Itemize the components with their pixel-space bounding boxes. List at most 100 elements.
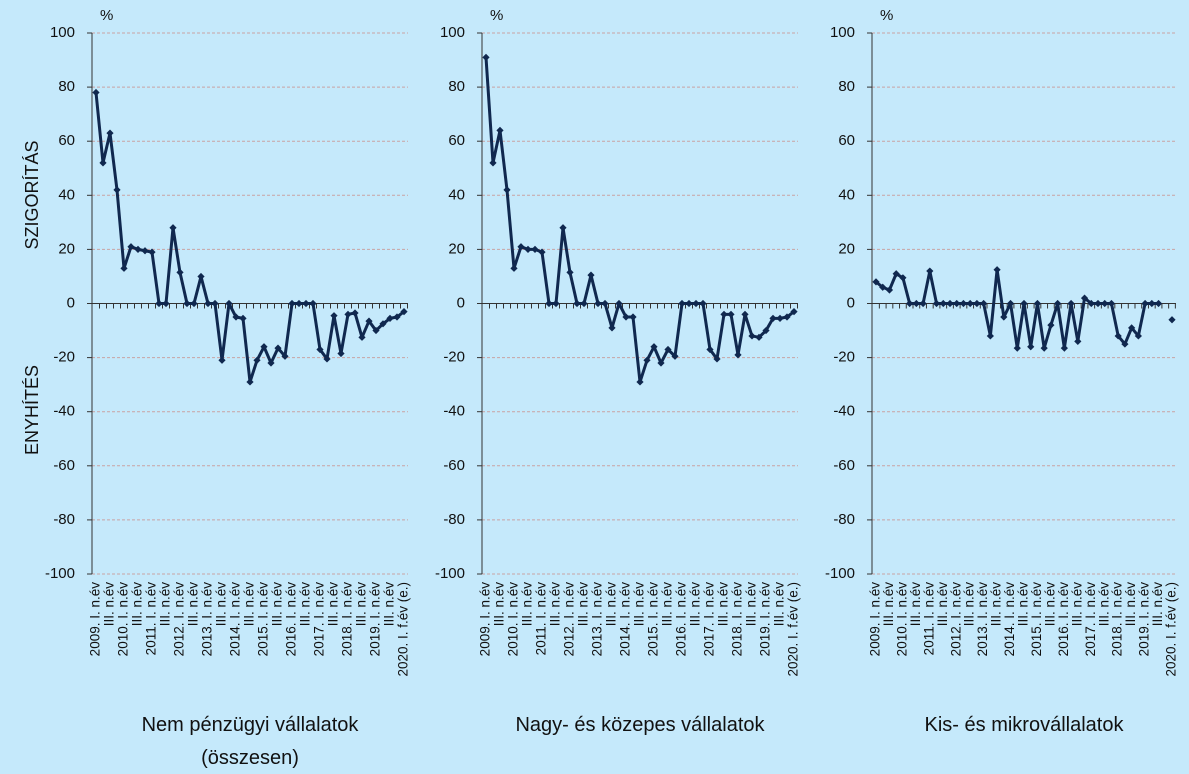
x-tick-label: III. n.év	[908, 582, 923, 627]
data-point	[274, 344, 282, 352]
data-point	[643, 356, 651, 364]
data-point	[959, 299, 968, 308]
data-point	[1054, 299, 1062, 308]
x-tick-label: 2013. I. n.év	[200, 582, 215, 657]
data-point	[1067, 299, 1075, 308]
data-point	[706, 345, 714, 354]
data-point	[1094, 299, 1102, 308]
x-tick-label: III. n.év	[270, 582, 285, 627]
y-tick-label: 0	[847, 294, 855, 311]
x-tick-label: III. n.év	[716, 582, 731, 627]
y-tick-label: -60	[53, 457, 75, 474]
data-point	[113, 186, 121, 194]
x-tick-label: 2013. I. n.év	[975, 582, 990, 657]
x-tick-label: 2020. I. f.év (e.)	[396, 582, 411, 677]
data-line	[94, 92, 405, 384]
data-point	[337, 349, 345, 358]
y-tick-label: 60	[838, 132, 855, 149]
data-point	[1060, 344, 1068, 352]
data-point	[580, 299, 588, 308]
data-point	[309, 299, 317, 308]
x-tick-label: 2015. I. n.év	[256, 582, 271, 657]
data-point	[552, 299, 560, 308]
x-tick-label: 2010. I. n.év	[506, 582, 521, 657]
data-point	[239, 314, 247, 322]
x-tick-label: III. n.év	[242, 582, 257, 627]
data-point	[127, 243, 135, 251]
y-label: SZIGORÍTÁS	[22, 140, 42, 249]
data-point	[1134, 332, 1142, 340]
data-point	[510, 264, 518, 272]
data-point	[148, 248, 156, 256]
data-point	[253, 356, 261, 364]
x-tick-label: 2010. I. n.év	[116, 582, 131, 657]
data-point	[650, 343, 658, 351]
data-point	[1168, 316, 1176, 324]
data-line	[484, 57, 795, 384]
data-point	[769, 314, 777, 322]
data-point	[671, 352, 679, 360]
data-point	[393, 313, 401, 321]
data-point	[1087, 299, 1095, 308]
data-point	[1040, 344, 1048, 352]
data-point	[386, 314, 394, 322]
x-tick-label: III. n.év	[881, 582, 896, 627]
data-point	[699, 299, 707, 308]
data-point	[379, 320, 387, 328]
x-tick-label: 2014. I. n.év	[228, 582, 243, 657]
y-tick-label: 20	[838, 240, 855, 257]
data-point	[980, 299, 988, 308]
data-point	[601, 299, 609, 308]
x-tick-label: 2009. I. n.év	[868, 582, 883, 657]
data-point	[524, 245, 532, 253]
data-point	[281, 352, 289, 360]
data-point	[622, 313, 630, 321]
x-tick-label: III. n.év	[214, 582, 229, 627]
data-point	[204, 299, 212, 308]
y-tick-label: 100	[830, 24, 855, 41]
data-point	[365, 317, 373, 325]
data-point	[372, 326, 380, 335]
data-point	[1020, 299, 1028, 308]
data-point	[741, 310, 749, 318]
x-tick-label: III. n.év	[492, 582, 507, 627]
x-tick-label: 2012. I. n.év	[948, 582, 963, 657]
x-tick-label: III. n.év	[548, 582, 563, 627]
data-point	[615, 299, 623, 308]
x-tick-label: III. n.év	[1042, 582, 1057, 627]
y-tick-label: -40	[833, 403, 855, 420]
chart-title: Kis- és mikrovállalatok	[924, 714, 1124, 736]
x-tick-label: III. n.év	[962, 582, 977, 627]
x-tick-label: 2016. I. n.év	[284, 582, 299, 657]
x-tick-label: 2009. I. n.év	[88, 582, 103, 657]
data-point	[99, 159, 107, 167]
data-point	[538, 248, 546, 256]
y-tick-label: 40	[58, 186, 75, 203]
x-tick-label: 2011. I. n.év	[921, 582, 936, 656]
y-tick-label: 20	[448, 240, 465, 257]
data-point	[566, 268, 574, 276]
x-tick-label: 2017. I. n.év	[1083, 582, 1098, 657]
x-tick-label: III. n.év	[158, 582, 173, 627]
y-tick-label: 100	[440, 24, 465, 41]
data-point	[531, 245, 539, 253]
chart-title: Nagy- és közepes vállalatok	[515, 714, 765, 736]
x-tick-label: III. n.év	[632, 582, 647, 627]
data-point	[344, 310, 352, 318]
data-point	[906, 299, 914, 308]
data-point	[316, 345, 324, 354]
data-point	[1121, 340, 1129, 348]
data-point	[1027, 343, 1035, 351]
x-tick-label: III. n.év	[298, 582, 313, 627]
data-point	[211, 299, 219, 308]
data-point	[594, 299, 602, 308]
y-tick-label: -20	[53, 349, 75, 366]
x-tick-label: 2019. I. n.év	[1137, 582, 1152, 657]
x-tick-label: III. n.év	[326, 582, 341, 627]
x-tick-label: 2019. I. n.év	[758, 582, 773, 657]
data-point	[246, 378, 254, 386]
data-point	[899, 274, 907, 282]
data-point	[939, 299, 947, 308]
data-point	[517, 243, 525, 251]
data-point	[946, 299, 954, 308]
